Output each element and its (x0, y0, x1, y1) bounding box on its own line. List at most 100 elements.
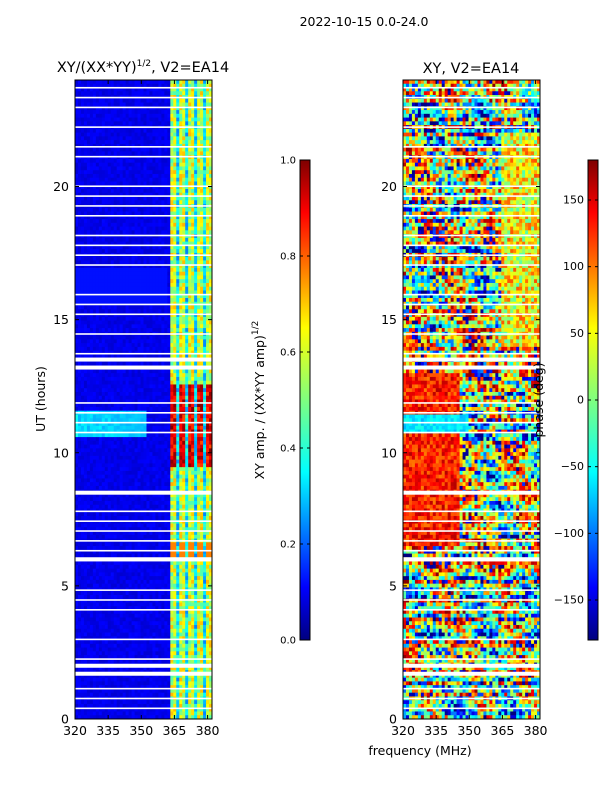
amplitude-cell (116, 282, 121, 288)
amplitude-cell (161, 245, 165, 250)
amplitude-cell (137, 91, 141, 96)
amplitude-cell (149, 102, 153, 107)
amplitude-cell (179, 192, 183, 197)
amplitude-cell (197, 282, 201, 288)
amplitude-cell (146, 245, 150, 250)
amplitude-cell (200, 83, 204, 88)
amplitude-cell (185, 136, 189, 141)
amplitude-cell (140, 143, 144, 149)
amplitude-cell (191, 117, 195, 122)
amplitude-cell (161, 320, 165, 325)
amplitude-cell (155, 380, 159, 385)
amplitude-cell (113, 482, 118, 487)
amplitude-cell (140, 173, 144, 179)
amplitude-cell (75, 241, 79, 246)
amplitude-cell (197, 425, 201, 430)
amplitude-cell (98, 110, 103, 115)
amplitude-cell (167, 286, 171, 291)
amplitude-cell (95, 170, 100, 175)
amplitude-cell (92, 320, 97, 325)
amplitude-cell (86, 143, 91, 149)
amplitude-cell (83, 166, 88, 171)
amplitude-cell (98, 482, 103, 487)
amplitude-cell (155, 200, 159, 205)
amplitude-cell (206, 452, 210, 457)
amplitude-cell (80, 425, 85, 430)
amplitude-cell (203, 425, 207, 430)
amplitude-cell (116, 151, 121, 156)
amplitude-cell (98, 369, 103, 374)
amplitude-cell (185, 237, 189, 243)
amplitude-cell (200, 162, 204, 167)
amplitude-cell (131, 110, 135, 115)
amplitude-cell (173, 470, 177, 476)
amplitude-cell (197, 87, 201, 92)
amplitude-cell (122, 245, 127, 250)
amplitude-cell (86, 166, 91, 171)
amplitude-cell (206, 121, 210, 126)
amplitude-cell (200, 147, 204, 152)
amplitude-cell (173, 328, 177, 333)
amplitude-cell (89, 459, 94, 464)
amplitude-cell (116, 448, 121, 453)
amplitude-cell (77, 121, 82, 126)
amplitude-cell (194, 448, 198, 453)
amplitude-cell (167, 196, 171, 201)
amplitude-cell (176, 380, 180, 385)
amplitude-cell (203, 422, 207, 427)
amplitude-cell (140, 185, 144, 190)
amplitude-cell (164, 339, 168, 344)
amplitude-cell (125, 294, 130, 299)
amplitude-cell (185, 474, 189, 479)
amplitude-cell (89, 140, 94, 145)
amplitude-cell (101, 245, 106, 250)
amplitude-cell (80, 350, 85, 355)
amplitude-cell (113, 339, 118, 344)
amplitude-cell (173, 346, 177, 352)
amplitude-cell (206, 267, 210, 273)
amplitude-cell (179, 170, 183, 175)
amplitude-cell (164, 369, 168, 374)
amplitude-cell (131, 237, 135, 243)
amplitude-cell (113, 463, 118, 468)
amplitude-cell (83, 384, 88, 389)
amplitude-cell (155, 237, 159, 243)
amplitude-cell (86, 226, 91, 231)
amplitude-cell (155, 128, 159, 134)
amplitude-cell (137, 143, 141, 149)
amplitude-cell (116, 433, 121, 438)
amplitude-cell (86, 207, 91, 212)
amplitude-cell (134, 407, 138, 412)
amplitude-cell (98, 222, 103, 227)
amplitude-cell (107, 260, 112, 265)
amplitude-cell (83, 444, 88, 449)
amplitude-cell (83, 429, 88, 434)
amplitude-cell (107, 207, 112, 212)
amplitude-cell (158, 196, 162, 201)
amplitude-cell (206, 369, 210, 374)
amplitude-cell (134, 147, 138, 152)
amplitude-cell (167, 376, 171, 382)
amplitude-cell (143, 470, 147, 476)
amplitude-cell (143, 282, 147, 288)
amplitude-cell (200, 440, 204, 446)
amplitude-cell (104, 226, 109, 231)
amplitude-cell (75, 200, 79, 205)
amplitude-cell (77, 147, 82, 152)
amplitude-cell (143, 399, 147, 404)
amplitude-cell (116, 185, 121, 190)
amplitude-cell (80, 346, 85, 352)
amplitude-cell (128, 279, 132, 284)
amplitude-cell (176, 354, 180, 359)
amplitude-cell (173, 162, 177, 167)
amplitude-cell (101, 166, 106, 171)
amplitude-cell (110, 113, 115, 118)
amplitude-cell (143, 467, 147, 472)
amplitude-cell (200, 170, 204, 175)
amplitude-cell (191, 286, 195, 291)
amplitude-cell (80, 279, 85, 284)
amplitude-cell (176, 241, 180, 246)
amplitude-cell (80, 316, 85, 321)
amplitude-cell (182, 395, 186, 400)
amplitude-cell (95, 470, 100, 476)
